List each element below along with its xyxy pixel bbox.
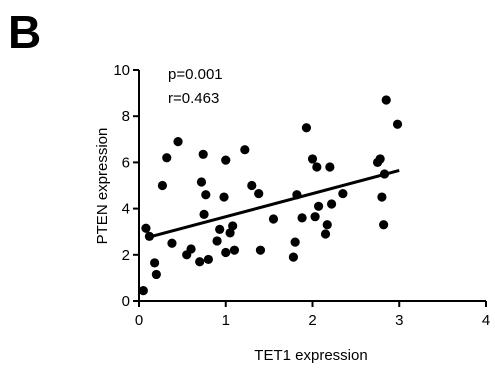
data-point xyxy=(228,221,238,231)
data-points xyxy=(138,95,403,296)
p-value-annotation: p=0.001 xyxy=(168,66,223,83)
y-tick-label: 4 xyxy=(122,201,130,218)
data-point xyxy=(138,286,148,296)
data-point xyxy=(307,154,318,164)
data-point xyxy=(150,258,160,268)
data-point xyxy=(297,213,307,223)
data-point xyxy=(338,188,348,199)
x-tick-label: 3 xyxy=(395,312,403,329)
y-tick-label: 6 xyxy=(122,154,130,171)
data-point xyxy=(201,190,211,200)
regression-line-group xyxy=(147,169,400,239)
regression-line xyxy=(147,169,400,239)
data-point xyxy=(173,137,183,147)
data-point xyxy=(225,228,235,238)
y-tick-label: 8 xyxy=(122,108,130,125)
data-point xyxy=(141,223,151,233)
data-point xyxy=(196,177,207,187)
data-point xyxy=(186,244,196,254)
data-point xyxy=(212,236,222,246)
x-tick-label: 1 xyxy=(222,312,230,329)
data-point xyxy=(325,162,335,172)
data-point xyxy=(229,245,240,255)
data-point xyxy=(375,154,385,164)
data-point xyxy=(322,220,332,230)
data-point xyxy=(162,153,172,163)
data-point xyxy=(240,145,250,155)
y-tick-label: 0 xyxy=(122,293,130,310)
data-point xyxy=(288,252,299,262)
data-point xyxy=(221,155,231,165)
r-value-annotation: r=0.463 xyxy=(168,90,219,107)
data-point xyxy=(195,257,205,267)
data-point xyxy=(199,209,209,219)
data-point xyxy=(215,224,225,234)
data-point xyxy=(290,237,300,247)
data-point xyxy=(255,245,266,255)
data-point xyxy=(167,238,177,248)
data-point xyxy=(313,201,324,211)
data-point xyxy=(381,95,391,105)
data-point xyxy=(247,180,257,191)
data-point xyxy=(320,229,331,239)
data-point xyxy=(310,212,320,222)
data-point xyxy=(151,269,161,280)
data-point xyxy=(312,162,322,172)
y-axis-title: PTEN expression xyxy=(94,128,111,245)
y-tick-label: 2 xyxy=(122,247,130,264)
data-point xyxy=(254,188,264,199)
data-point xyxy=(203,254,213,265)
panel-label: B xyxy=(8,6,41,58)
data-point xyxy=(379,220,389,230)
x-axis-title: TET1 expression xyxy=(254,347,367,364)
data-point xyxy=(221,247,231,258)
data-point xyxy=(157,180,168,191)
data-point xyxy=(392,119,403,129)
data-point xyxy=(301,123,312,133)
axes: 0 1 2 3 4 0 2 4 6 8 10 xyxy=(113,62,490,329)
data-point xyxy=(377,192,387,202)
data-point xyxy=(219,192,229,202)
y-tick-label: 10 xyxy=(113,62,130,79)
data-point xyxy=(326,199,337,209)
data-point xyxy=(268,214,279,224)
x-tick-label: 4 xyxy=(482,312,490,329)
x-tick-label: 2 xyxy=(308,312,316,329)
x-tick-label: 0 xyxy=(135,312,143,329)
data-point xyxy=(198,149,208,159)
